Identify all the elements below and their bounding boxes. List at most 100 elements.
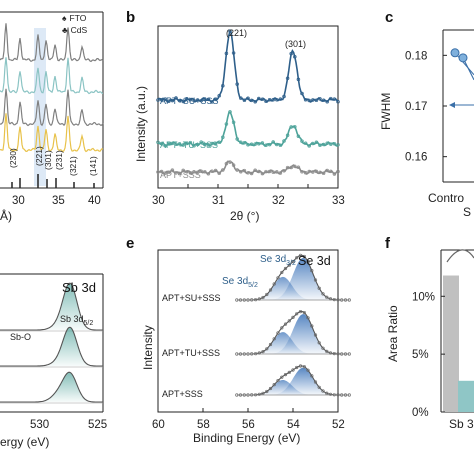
panel-b-point-1-49 [332,141,337,146]
panel-e-point-1-26 [332,352,336,356]
panel-b-point-1-29 [260,141,265,145]
panel-e-point-1-23 [321,346,325,350]
panel-e-point-1-16 [295,312,299,316]
panel-b-point-1-14 [206,143,211,147]
panel-d-xtick-530: 530 [30,419,49,431]
panel-e-point-2-18 [302,365,306,369]
panel-b-point-0-1 [159,98,164,102]
panel-b-point-0-25 [246,96,250,101]
panel-e-point-0-11 [276,276,280,280]
panel-b-point-2-31 [267,169,272,174]
panel-e-point-1-18 [302,311,306,315]
panel-f-ytick-label: 5% [412,349,429,361]
panel-e-point-1-22 [317,341,321,345]
panel-e-point-2-13 [283,373,288,377]
panel-b-point-2-14 [206,171,211,176]
panel-b-curve-0 [157,29,339,103]
panel-a-xtick-40: 40 [88,195,101,207]
panel-b-point-1-35 [282,139,286,143]
panel-c-arrow-head [449,102,455,108]
panel-b-xtick-label: 33 [332,195,345,207]
panel-a-peak-label-231: (231) [54,150,64,170]
panel-b-point-2-46 [321,171,326,176]
panel-c-point-1 [458,53,468,63]
panel-b-point-2-26 [249,171,254,176]
panel-e-point-1-8 [265,347,269,351]
panel-f-bar-0 [443,275,459,412]
panel-e-point-0-12 [280,270,284,275]
panel-b-point-1-22 [235,137,239,141]
panel-d-xlabel-fragment: ergy (eV) [0,435,49,449]
panel-b-point-1-28 [257,142,261,146]
panel-b-point-1-13 [203,142,207,147]
panel-b-point-0-16 [213,97,218,102]
panel-b-point-0-12 [199,98,203,103]
panel-e-fill-side-2 [236,380,350,395]
panel-d-title: Sb 3d [62,280,96,295]
panel-b-point-0-18 [221,83,225,88]
panel-b-point-1-18 [221,135,225,140]
panel-b-point-0-14 [206,97,211,102]
panel-e-point-0-9 [268,288,273,292]
panel-b-point-2-40 [300,170,304,174]
panel-d-curves [0,282,103,404]
panel-b-point-2-0 [156,170,160,174]
panel-b-xlabel: 2θ (°) [230,209,259,223]
panel-e-point-0-21 [313,278,318,282]
panel-b-point-0-35 [282,94,286,99]
panel-b-point-2-23 [239,170,243,174]
panel-e-point-2-19 [306,368,310,372]
panel-b-point-1-44 [314,140,319,145]
panel-b-series-label-sss: APT+SSS [160,170,201,180]
panel-b-point-0-8 [185,97,189,101]
panel-d-curve-0 [0,282,103,331]
panel-b-point-1-12 [199,140,203,144]
panel-b-x-ticks: 30 31 32 33 [152,184,345,207]
panel-b-point-0-45 [318,97,322,101]
panel-b-point-0-50 [336,100,340,104]
panel-a-xlabel-fragment: Å) [0,208,12,223]
panel-b-point-0-19 [224,51,229,56]
panel-e-series-label-sss: APT+SSS [162,389,203,399]
panel-e-point-2-11 [276,379,280,383]
panel-e-point-0-17 [298,253,303,257]
panel-b-point-2-2 [163,171,167,175]
panel-b-point-0-21 [231,51,236,55]
panel-b-point-1-39 [296,134,301,139]
panel-a-curve-3 [0,113,104,153]
panel-b-point-0-33 [275,97,279,102]
panel-c-ylabel: FWHM [379,93,393,130]
panel-b-point-1-46 [321,142,326,147]
panel-a-peak-label-301: (301) [43,150,53,170]
panel-e-xtick-label: 54 [287,419,300,431]
panel-e-point-0-22 [317,286,321,290]
panel-b-point-1-3 [167,141,171,146]
panel-b-curves [156,29,340,176]
panel-b-point-1-24 [242,140,247,145]
panel-b-point-2-45 [318,170,322,175]
panel-e-fill-main-2 [236,367,350,395]
panel-a-curves [0,23,104,153]
panel-b-point-0-49 [332,97,337,101]
panel-b-point-2-22 [235,168,239,172]
panel-b-point-2-43 [311,170,315,174]
panel-e-point-1-12 [280,326,284,330]
panel-b-point-2-16 [213,168,218,173]
panel-b-point-2-37 [289,165,293,170]
panel-a-xtick-35: 35 [52,195,65,207]
panel-a-curve-0 [0,23,104,63]
panel-b-point-2-5 [174,171,178,175]
panel-a-xtick-30: 30 [12,195,25,207]
panel-e: e 60 58 56 54 52 Se 3d Se 3d3/2 Se 3d5/2 APT… [126,235,351,445]
panel-b-point-1-41 [303,141,308,145]
panel-b-point-2-33 [275,170,279,174]
panel-f: f 0% 5% 10% Area Ratio Sb 3 [385,235,474,431]
panel-b-point-0-44 [314,98,319,102]
panel-b-point-2-11 [195,170,200,174]
panel-b-point-1-25 [246,143,250,147]
panel-b-point-1-42 [307,144,311,148]
panel-b-point-2-44 [314,169,319,174]
panel-e-point-1-14 [287,319,291,323]
panel-b-point-2-41 [303,171,308,175]
panel-e-point-0-24 [325,295,329,299]
